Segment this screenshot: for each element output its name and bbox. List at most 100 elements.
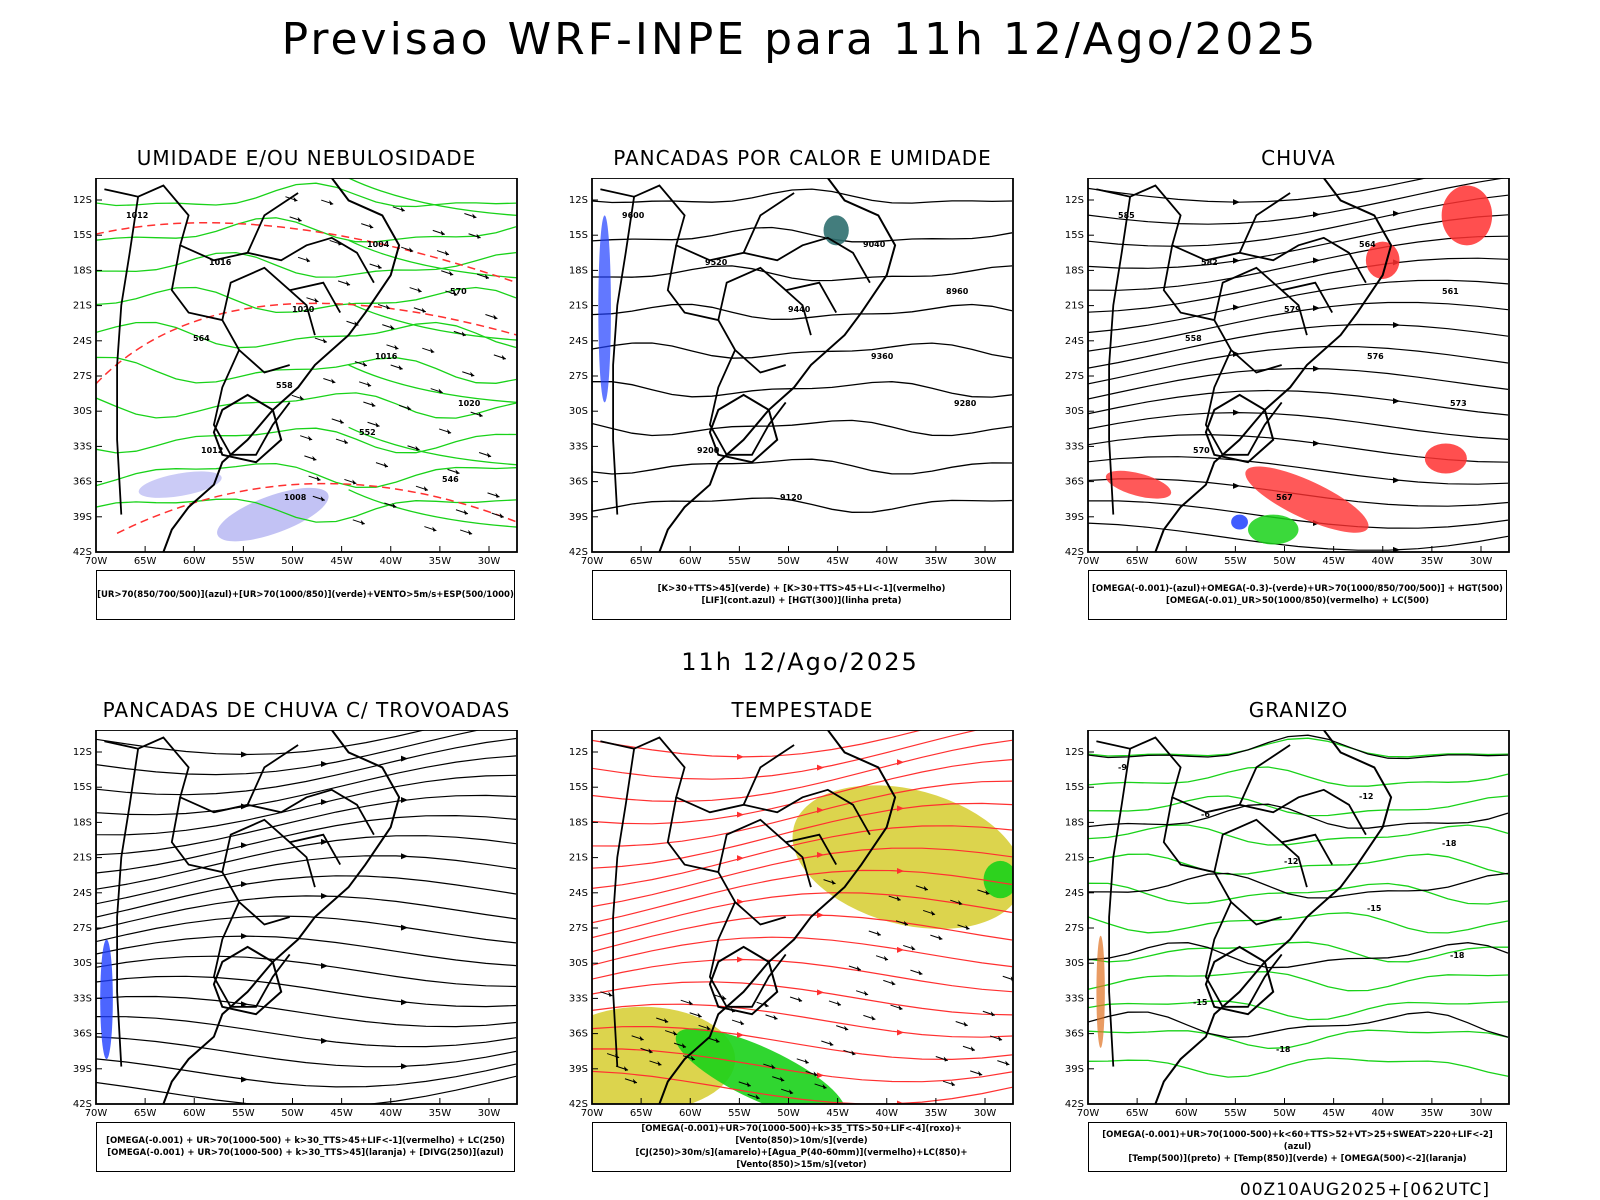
contour-label: 558 — [1185, 334, 1202, 343]
latitude-tick-label: 27S — [569, 371, 588, 382]
legend-line: [OMEGA(-0.001)+UR>70(1000-500)+k>35_TTS>… — [641, 1124, 962, 1146]
latitude-tick-label: 21S — [569, 301, 588, 312]
contour-label: 546 — [442, 475, 459, 484]
longitude-tick-label: 45W — [330, 1108, 353, 1119]
latitude-tick-label: 27S — [1065, 923, 1084, 934]
latitude-tick-label: 18S — [569, 265, 588, 276]
panel-title: TEMPESTADE — [731, 698, 874, 722]
latitude-tick-label: 21S — [569, 853, 588, 864]
contour-label: -15 — [1367, 904, 1382, 913]
latitude-tick-label: 33S — [1065, 993, 1084, 1004]
latitude-tick-label: 36S — [73, 1029, 92, 1040]
longitude-tick-label: 40W — [1371, 556, 1394, 567]
longitude-tick-label: 40W — [875, 556, 898, 567]
longitude-tick-label: 35W — [429, 556, 452, 567]
latitude-tick-label: 39S — [1065, 512, 1084, 523]
latitude-tick-label: 30S — [569, 958, 588, 969]
legend-line: [Temp(500)](preto) + [Temp(850)](verde) … — [1128, 1154, 1467, 1164]
latitude-tick-label: 42S — [73, 547, 92, 558]
longitude-tick-label: 30W — [974, 556, 997, 567]
longitude-tick-label: 70W — [85, 1108, 108, 1119]
longitude-tick-label: 50W — [777, 556, 800, 567]
latitude-tick-label: 24S — [569, 336, 588, 347]
panel-legend: [UR>70(850/700/500)](azul)+[UR>70(1000/8… — [96, 570, 515, 620]
contour-label: 564 — [1359, 240, 1376, 249]
latitude-tick-label: 36S — [569, 477, 588, 488]
longitude-tick-label: 60W — [1175, 1108, 1198, 1119]
longitude-tick-label: 45W — [330, 556, 353, 567]
longitude-tick-label: 50W — [281, 556, 304, 567]
contour-label: 9360 — [871, 352, 894, 361]
forecast-map: 9600 9520 9440 9360 9280 9200 9120 9040 8960 12S 1… — [569, 178, 1014, 567]
longitude-tick-label: 65W — [134, 1108, 157, 1119]
contour-label: 1016 — [375, 352, 398, 361]
latitude-tick-label: 30S — [1065, 406, 1084, 417]
contour-label: 9520 — [705, 258, 728, 267]
longitude-tick-label: 30W — [1470, 1108, 1493, 1119]
panel-legend: [K>30+TTS>45](verde) + [K>30+TTS>45+LI<-… — [592, 570, 1011, 620]
legend-line: [OMEGA(-0.01)_UR>50(1000/850)(vermelho) … — [1165, 596, 1430, 606]
latitude-tick-label: 36S — [1065, 1029, 1084, 1040]
longitude-tick-label: 35W — [925, 1108, 948, 1119]
longitude-tick-label: 60W — [183, 1108, 206, 1119]
latitude-tick-label: 18S — [569, 817, 588, 828]
latitude-tick-label: 15S — [73, 230, 92, 241]
contour-label: 570 — [1193, 446, 1210, 455]
longitude-tick-label: 65W — [1126, 556, 1149, 567]
panel-title: UMIDADE E/OU NEBULOSIDADE — [136, 146, 477, 170]
contour-label: 1004 — [367, 240, 390, 249]
latitude-tick-label: 15S — [569, 782, 588, 793]
contour-label: -9 — [1118, 763, 1127, 772]
panel-legend: [OMEGA(-0.001) + UR>70(1000-500) + k>30_… — [96, 1122, 515, 1172]
latitude-tick-label: 18S — [1065, 817, 1084, 828]
latitude-tick-label: 42S — [1065, 1099, 1084, 1110]
legend-line: [OMEGA(-0.001)-(azul)+OMEGA(-0.3)-(verde… — [1092, 584, 1503, 594]
latitude-tick-label: 18S — [73, 265, 92, 276]
contour-label: 9600 — [622, 211, 645, 220]
legend-line: [UR>70(850/700/500)](azul)+[UR>70(1000/8… — [97, 590, 514, 600]
latitude-tick-label: 24S — [1065, 336, 1084, 347]
panel-legend: [OMEGA(-0.001)-(azul)+OMEGA(-0.3)-(verde… — [1088, 570, 1507, 620]
latitude-tick-label: 12S — [1065, 747, 1084, 758]
panel-title: PANCADAS DE CHUVA C/ TROVOADAS — [102, 698, 511, 722]
longitude-tick-label: 55W — [232, 556, 255, 567]
longitude-tick-label: 45W — [1322, 1108, 1345, 1119]
forecast-time-label: 11h 12/Ago/2025 — [681, 648, 919, 676]
longitude-tick-label: 65W — [630, 556, 653, 567]
longitude-tick-label: 70W — [581, 1108, 604, 1119]
contour-label: 558 — [276, 381, 293, 390]
latitude-tick-label: 36S — [73, 477, 92, 488]
latitude-tick-label: 21S — [1065, 301, 1084, 312]
latitude-tick-label: 42S — [1065, 547, 1084, 558]
latitude-tick-label: 27S — [73, 371, 92, 382]
contour-label: 9440 — [788, 305, 811, 314]
contour-label: 1008 — [284, 493, 307, 502]
contour-label: 9040 — [863, 240, 886, 249]
contour-label: 570 — [450, 287, 467, 296]
run-timestamp: 00Z10AUG2025+[062UTC] — [1239, 1180, 1490, 1200]
longitude-tick-label: 65W — [630, 1108, 653, 1119]
latitude-tick-label: 24S — [1065, 888, 1084, 899]
longitude-tick-label: 30W — [974, 1108, 997, 1119]
latitude-tick-label: 39S — [569, 1064, 588, 1075]
contour-label: 8960 — [946, 287, 969, 296]
contour-label: 567 — [1276, 493, 1293, 502]
latitude-tick-label: 12S — [569, 195, 588, 206]
latitude-tick-label: 12S — [73, 747, 92, 758]
latitude-tick-label: 18S — [73, 817, 92, 828]
latitude-tick-label: 33S — [73, 993, 92, 1004]
latitude-tick-label: 24S — [569, 888, 588, 899]
contour-label: 1020 — [458, 399, 481, 408]
longitude-tick-label: 50W — [281, 1108, 304, 1119]
longitude-tick-label: 55W — [232, 1108, 255, 1119]
contour-label: 561 — [1442, 287, 1459, 296]
latitude-tick-label: 15S — [73, 782, 92, 793]
longitude-tick-label: 65W — [134, 556, 157, 567]
latitude-tick-label: 21S — [73, 853, 92, 864]
latitude-tick-label: 27S — [1065, 371, 1084, 382]
contour-label: -12 — [1359, 792, 1373, 801]
main-title: Previsao WRF-INPE para 11h 12/Ago/2025 — [281, 14, 1319, 65]
longitude-tick-label: 40W — [1371, 1108, 1394, 1119]
longitude-tick-label: 45W — [1322, 556, 1345, 567]
latitude-tick-label: 36S — [569, 1029, 588, 1040]
